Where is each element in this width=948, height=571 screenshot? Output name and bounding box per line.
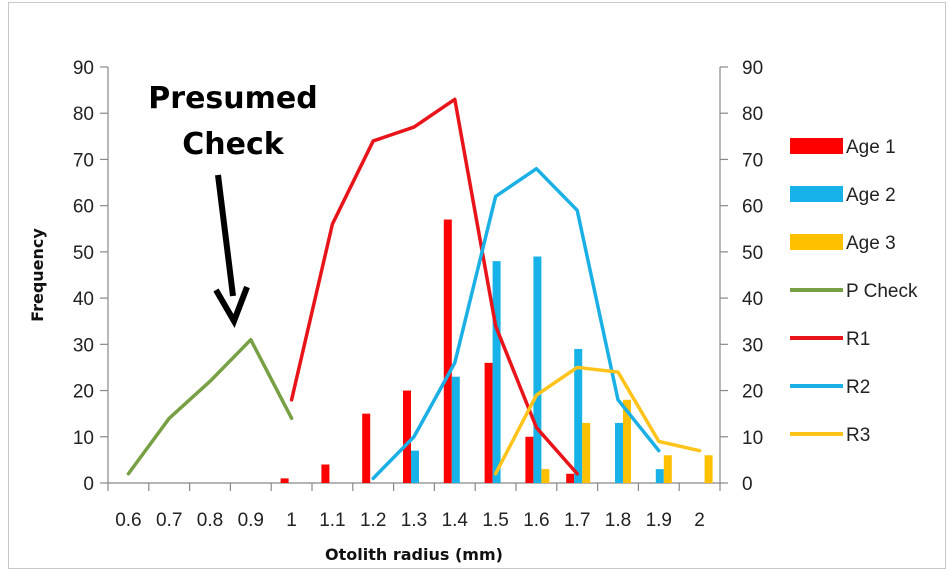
chart-frame [8,2,946,569]
x-tick-label: 0.8 [197,510,223,531]
y2-tick-label: 80 [742,104,763,125]
bar-age-1 [280,478,289,483]
annotation-arrow-head [213,285,250,328]
y2-tick-label: 0 [742,474,753,495]
bar-age-2 [615,422,623,483]
y2-tick-label: 10 [742,428,763,449]
annotation-text-line-1: Presumed [148,81,317,116]
legend-label-age-3: Age 3 [846,233,896,254]
bar-age-3 [663,455,672,483]
x-axis-title: Otolith radius (mm) [325,545,503,564]
y-tick-label: 50 [73,243,94,264]
legend-label-age-2: Age 2 [846,185,896,206]
bar-age-3 [582,422,591,483]
bar-age-2 [533,256,542,483]
line-p-check [126,337,294,476]
y2-tick-label: 60 [742,197,763,218]
x-tick-label: 2 [694,510,705,531]
legend-label-r1: R1 [846,329,870,350]
bar-age-2 [655,469,664,483]
y-tick-label: 10 [73,428,94,449]
bar-age-1 [403,390,411,483]
y-tick-label: 30 [73,335,94,356]
bar-age-2 [411,450,419,483]
x-tick-label: 1.2 [360,510,386,531]
bar-series-group [280,219,713,484]
legend-swatch-age-1 [790,138,843,154]
x-tick-label: 0.6 [115,510,141,531]
bar-age-2 [451,376,460,483]
legend-swatch-age-3 [790,234,843,250]
line-r2 [371,166,661,481]
x-tick-label: 1.7 [564,510,590,531]
bar-age-3 [541,469,550,483]
legend-label-r2: R2 [846,377,870,398]
y-tick-label: 20 [73,382,94,403]
legend-label-p-check: P Check [846,281,918,302]
bar-age-1 [525,436,534,483]
bar-age-2 [492,261,501,483]
x-tick-label: 1.8 [605,510,631,531]
y-tick-label: 90 [73,58,94,79]
bar-age-1 [566,473,575,483]
legend: Age 1 Age 2 Age 3 P Check R1 R2 R3 [790,137,918,446]
x-tick-label: 0.9 [238,510,264,531]
bar-age-1 [321,464,330,483]
axis-ticks: 0 10 20 30 40 50 60 70 80 90 0 10 20 30 40 50 60 70 80 90 0.… [73,58,763,531]
bar-age-1 [362,413,371,483]
x-tick-label: 1.1 [319,510,345,531]
bar-age-1 [484,362,493,483]
annotation-presumed-check: Presumed Check [148,81,318,328]
y2-tick-label: 40 [742,289,763,310]
y-tick-label: 0 [83,474,94,495]
bar-age-3 [704,455,713,483]
x-tick-label: 1.6 [523,510,549,531]
y-tick-label: 60 [73,197,94,218]
legend-swatch-age-2 [790,186,843,202]
y-tick-label: 70 [73,150,94,171]
x-tick-label: 1.4 [442,510,469,531]
x-tick-label: 1.9 [646,510,672,531]
bar-age-3 [623,399,631,483]
bar-age-1 [443,219,452,484]
y-axis-title: Frequency [28,228,47,322]
bar-age-2 [574,348,583,483]
legend-label-r3: R3 [846,425,870,446]
y2-tick-label: 20 [742,382,763,403]
y2-tick-label: 30 [742,335,763,356]
line-series-group [126,97,702,481]
y-tick-label: 80 [73,104,94,125]
y2-tick-label: 90 [742,58,763,79]
legend-label-age-1: Age 1 [846,137,896,158]
annotation-arrow-shaft [215,174,236,297]
x-tick-label: 1.3 [401,510,427,531]
x-tick-label: 0.7 [156,510,182,531]
annotation-text-line-2: Check [182,127,285,162]
x-tick-label: 1 [286,510,297,531]
line-r3 [493,365,702,476]
y2-tick-label: 70 [742,150,763,171]
y-tick-label: 40 [73,289,94,310]
x-tick-label: 1.5 [482,510,508,531]
y2-tick-label: 50 [742,243,763,264]
